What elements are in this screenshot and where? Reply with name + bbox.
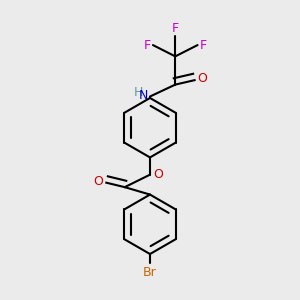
Text: O: O — [154, 168, 164, 181]
Text: H: H — [134, 86, 143, 99]
Text: O: O — [198, 72, 207, 85]
Text: F: F — [143, 39, 151, 52]
Text: N: N — [139, 88, 148, 101]
Text: F: F — [172, 22, 179, 35]
Text: F: F — [200, 39, 207, 52]
Text: Br: Br — [143, 266, 157, 279]
Text: O: O — [94, 175, 103, 188]
